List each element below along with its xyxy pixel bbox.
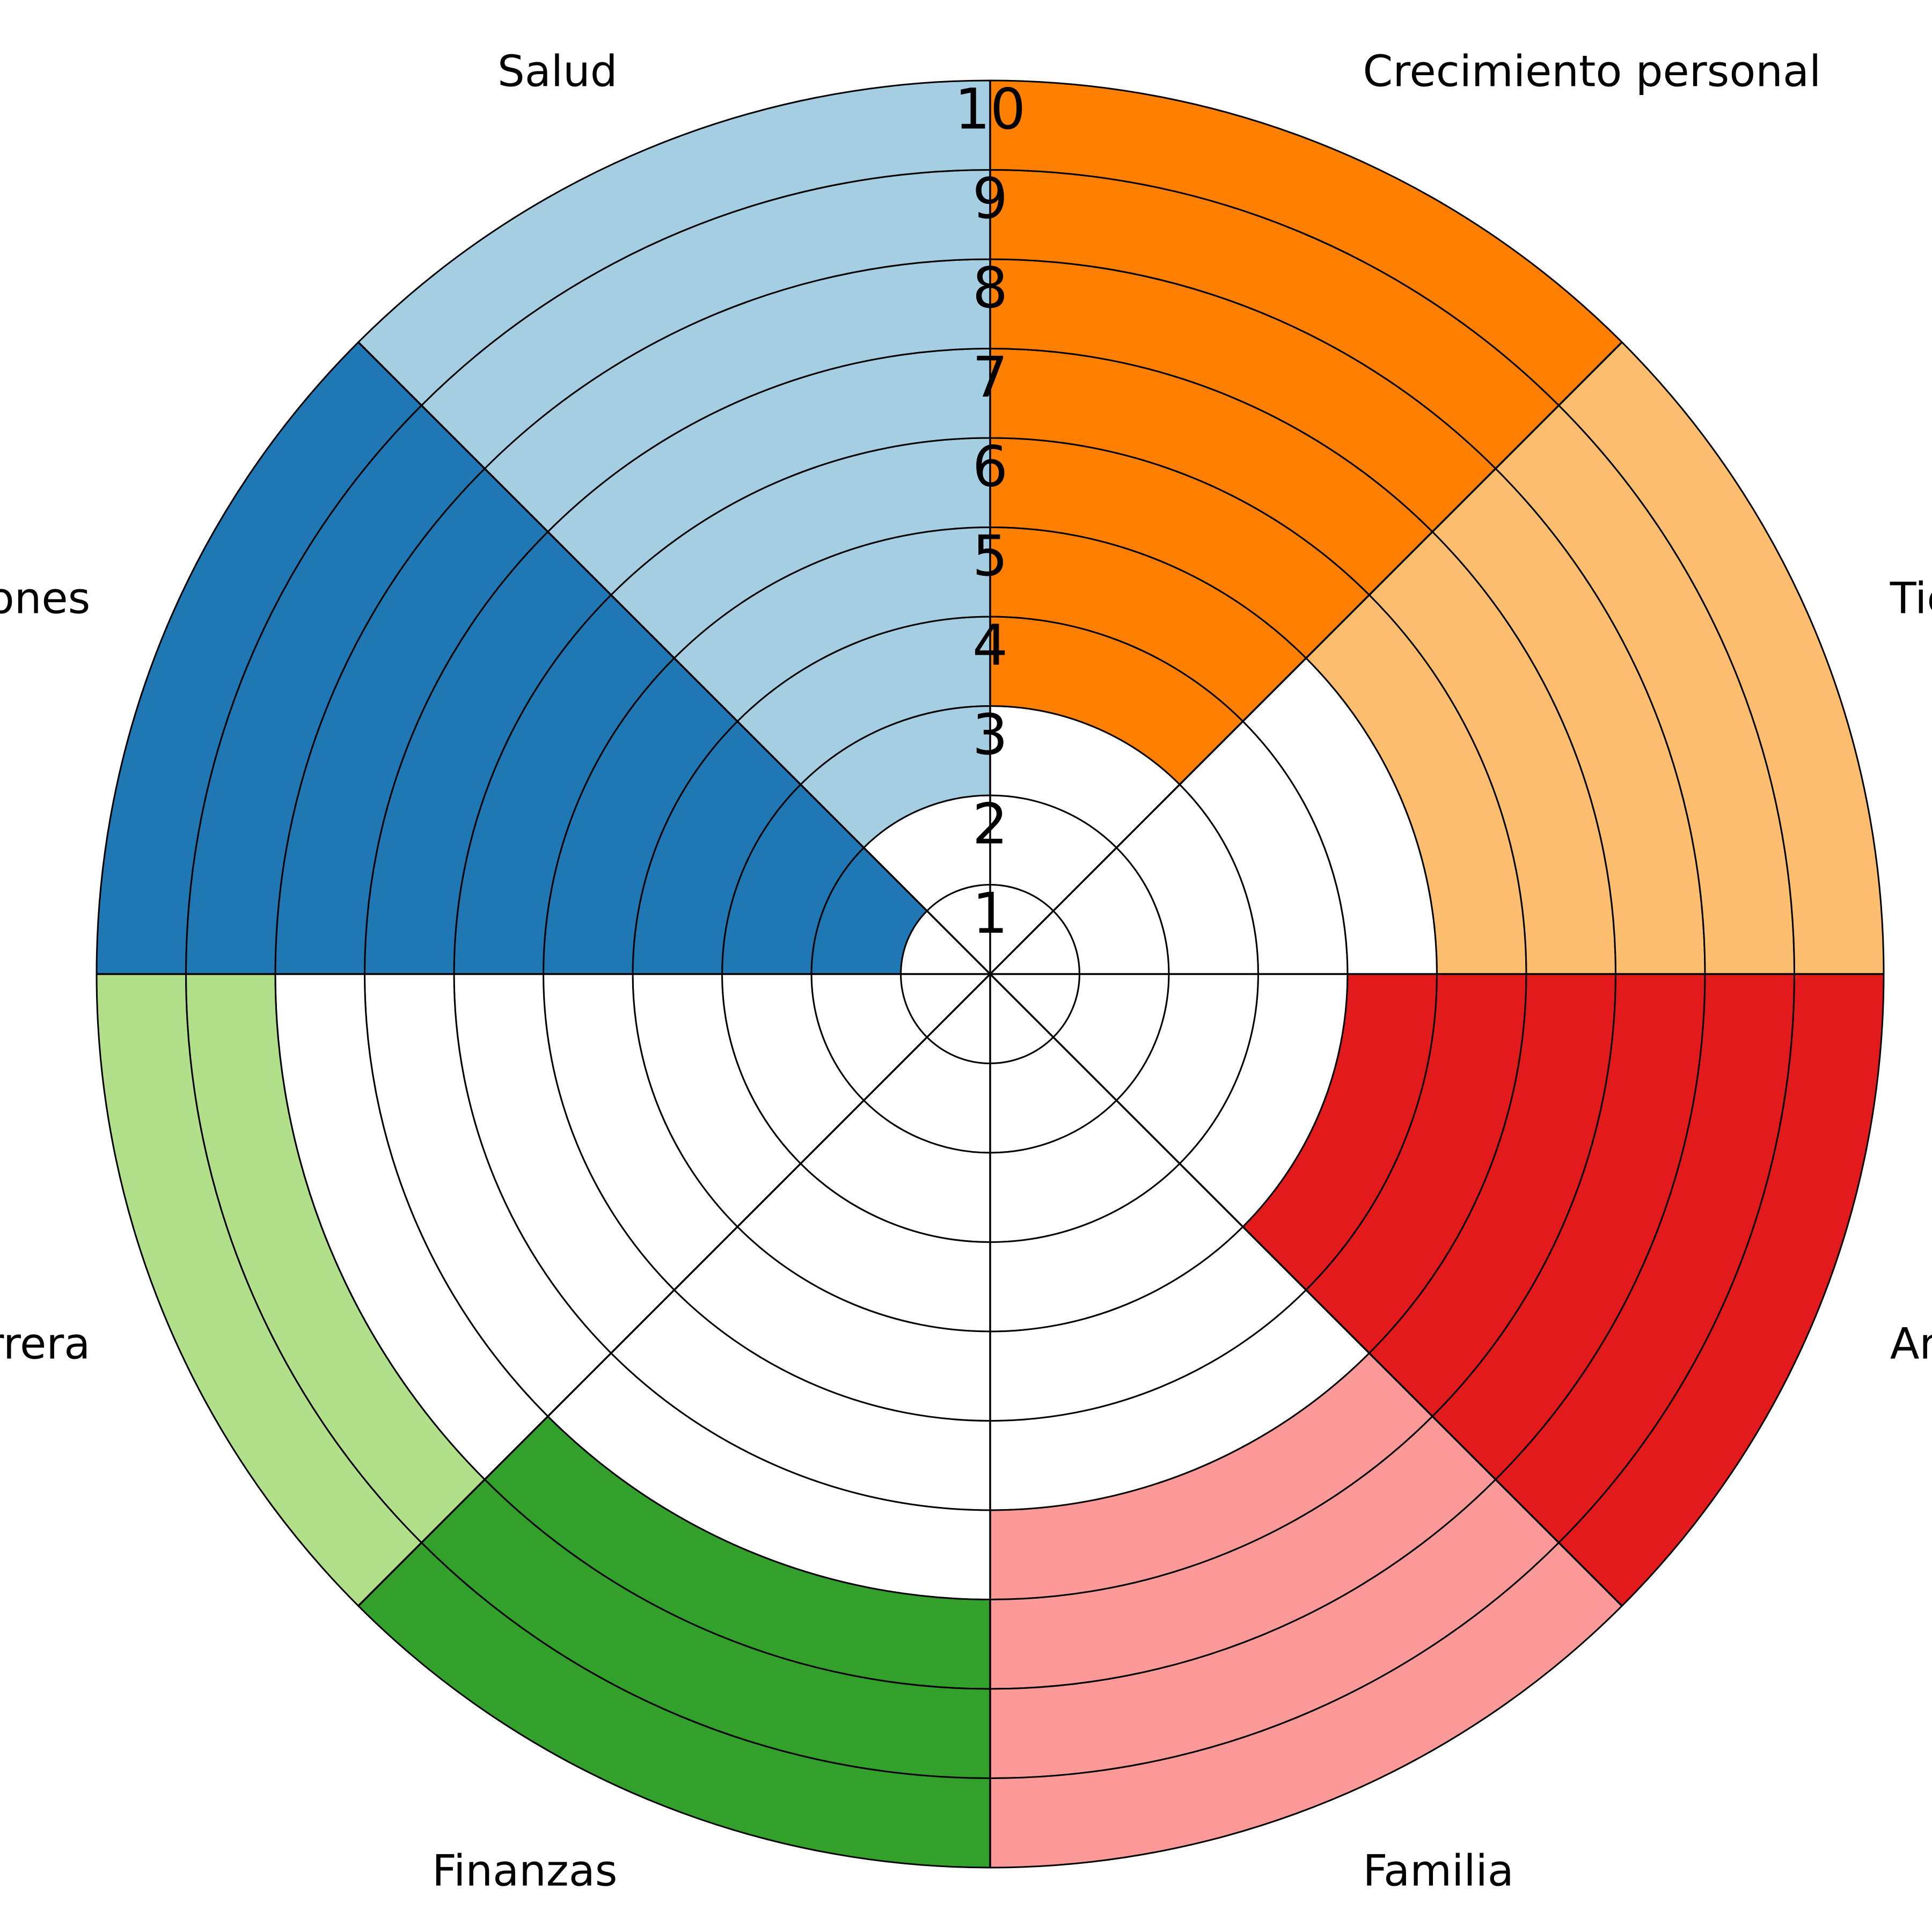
ring-tick-label: 1 [972,881,1008,946]
category-label-tiempo-libre: Tiempo libre [1890,573,1932,623]
sector-divider [357,341,991,975]
category-label-carrera: Carrera [0,1319,90,1368]
ring-tick-label: 3 [972,702,1008,767]
ring-tick-label: 5 [972,523,1008,589]
category-labels: Crecimiento personal Tiempo libre Amor Fami… [0,46,1932,1896]
category-label-crecimiento-personal: Crecimiento personal [1363,46,1821,96]
ring-tick-label: 7 [972,345,1008,410]
ring-tick-label: 4 [972,613,1008,678]
category-label-salud: Salud [497,46,618,96]
ring-tick-label: 8 [972,255,1008,321]
sector-divider [989,973,1623,1607]
sector-divider [989,341,1623,975]
ring-tick-label: 9 [972,166,1008,231]
sector-divider [357,973,991,1607]
category-label-finanzas: Finanzas [432,1846,618,1896]
category-label-relaciones: Relaciones [0,573,90,623]
sector-dividers [97,80,1884,1868]
ring-tick-label: 10 [955,77,1026,142]
ring-tick-label: 2 [972,792,1008,857]
ring-tick-labels: 1 2 3 4 5 6 7 8 9 10 [955,77,1026,947]
category-label-amor: Amor [1890,1319,1932,1368]
category-label-familia: Familia [1363,1846,1514,1896]
ring-tick-label: 6 [972,434,1008,500]
